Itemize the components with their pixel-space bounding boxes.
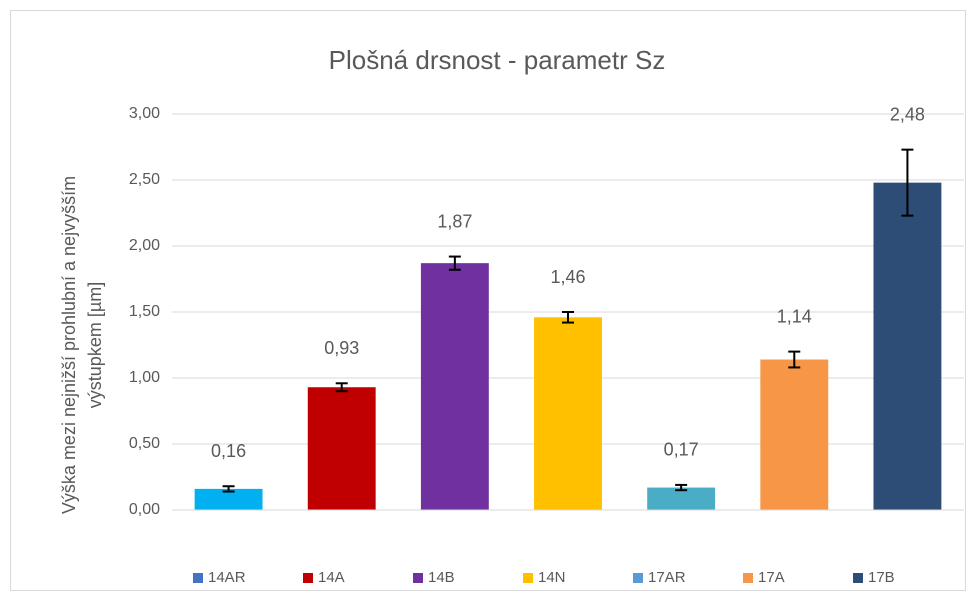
legend-label: 17B bbox=[868, 569, 895, 586]
legend-swatch bbox=[303, 573, 313, 583]
legend-label: 14A bbox=[318, 569, 345, 586]
bar bbox=[647, 487, 716, 510]
data-label: 1,14 bbox=[777, 306, 812, 326]
y-tick-label: 1,50 bbox=[129, 303, 160, 320]
chart-title: Plošná drsnost - parametr Sz bbox=[329, 45, 666, 75]
bar bbox=[307, 387, 376, 510]
legend-swatch bbox=[193, 573, 203, 583]
error-bar bbox=[222, 485, 235, 493]
error-bar bbox=[335, 382, 348, 393]
data-label: 2,48 bbox=[890, 104, 925, 124]
y-tick-label: 3,00 bbox=[129, 105, 160, 122]
legend-swatch bbox=[523, 573, 533, 583]
error-bar bbox=[562, 311, 574, 324]
data-label: 1,87 bbox=[437, 211, 472, 231]
bar bbox=[760, 359, 829, 510]
legend-label: 14AR bbox=[208, 569, 246, 586]
bar bbox=[420, 263, 489, 510]
data-label: 0,93 bbox=[324, 338, 359, 358]
bar bbox=[534, 317, 602, 510]
bar bbox=[194, 488, 263, 510]
bar bbox=[873, 182, 942, 510]
data-label: 1,46 bbox=[550, 267, 585, 287]
y-tick-label: 0,00 bbox=[129, 501, 160, 518]
legend-swatch bbox=[743, 573, 753, 583]
error-bar bbox=[901, 148, 914, 217]
y-tick-label: 1,00 bbox=[129, 369, 160, 386]
error-bar bbox=[448, 255, 461, 271]
y-tick-label: 0,50 bbox=[129, 435, 160, 452]
y-axis-title: Výška mezi nejnižší prohlubní a nejvyšší… bbox=[59, 176, 79, 514]
y-tick-label: 2,00 bbox=[129, 237, 160, 254]
legend-label: 14B bbox=[428, 569, 455, 586]
error-bar bbox=[788, 350, 801, 369]
data-label: 0,17 bbox=[664, 440, 699, 460]
legend-label: 14N bbox=[538, 569, 566, 586]
legend-swatch bbox=[413, 573, 423, 583]
y-tick-label: 2,50 bbox=[129, 171, 160, 188]
y-axis-title: výstupkem [µm] bbox=[85, 282, 105, 408]
error-bar bbox=[675, 483, 688, 492]
legend-label: 17A bbox=[758, 569, 785, 586]
legend-label: 17AR bbox=[648, 569, 686, 586]
data-label: 0,16 bbox=[211, 441, 246, 461]
legend-swatch bbox=[633, 573, 643, 583]
legend-swatch bbox=[853, 573, 863, 583]
